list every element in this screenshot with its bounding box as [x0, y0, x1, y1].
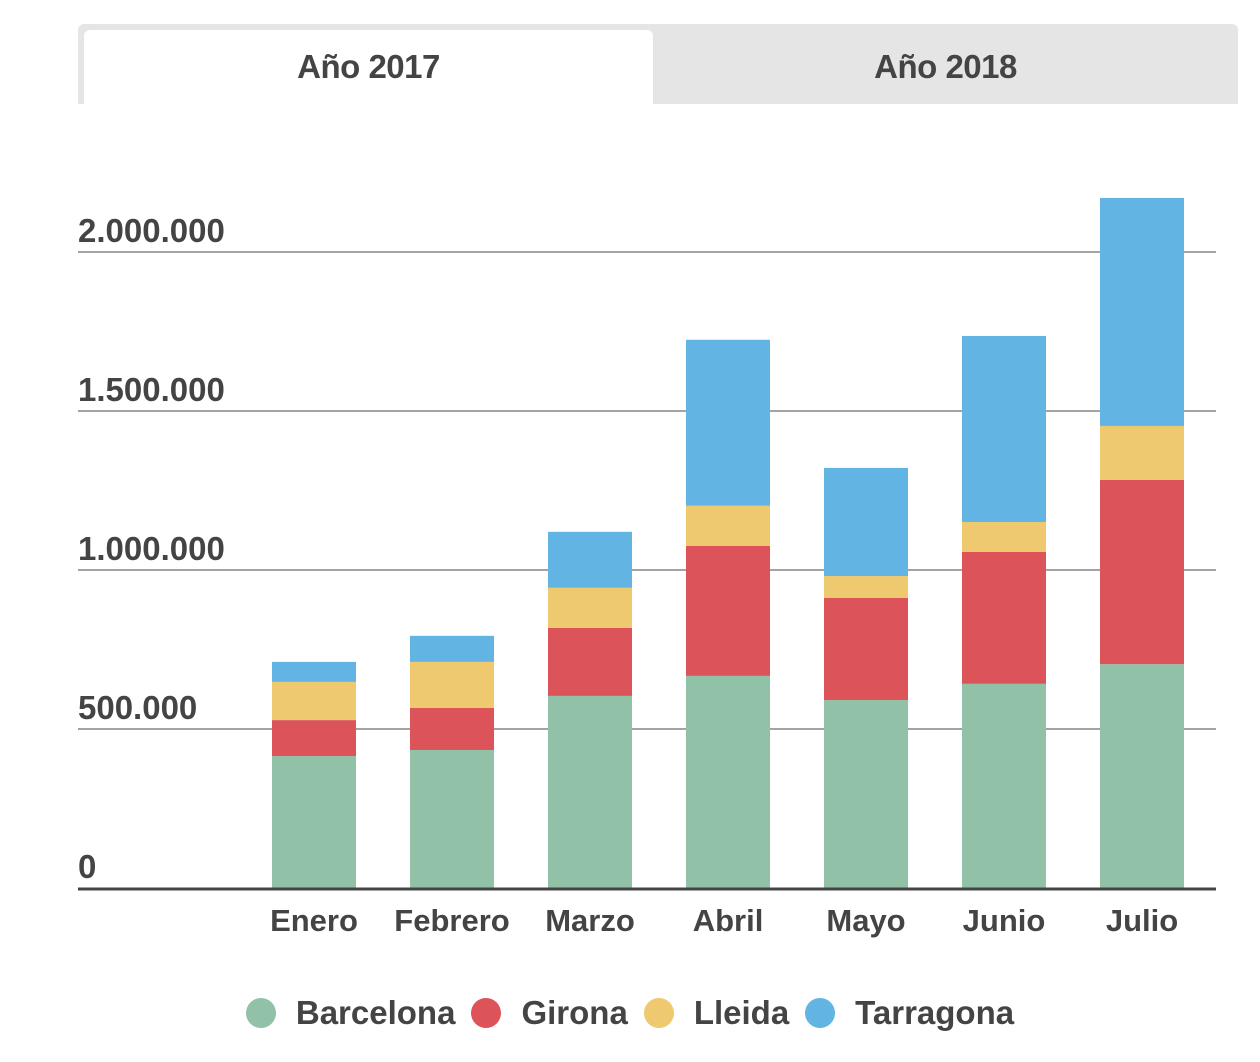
stacked-bar-chart: 0 500.000 1.000.000 1.500.000 2.000.000 Ener…: [78, 197, 1216, 938]
legend-label: Tarragona: [855, 994, 1015, 1031]
legend-item-girona[interactable]: Girona: [471, 994, 628, 1032]
bar-barcelona-mayo[interactable]: [824, 700, 908, 888]
bar-tarragona-junio[interactable]: [962, 335, 1046, 522]
bar-tarragona-mayo[interactable]: [824, 467, 908, 577]
bar-lleida-marzo[interactable]: [548, 587, 632, 628]
y-axis-ticks: 0 500.000 1.000.000 1.500.000 2.000.000: [78, 212, 225, 885]
bar-stack-mayo: [824, 467, 908, 888]
x-tick-label: Abril: [693, 903, 764, 938]
bar-lleida-julio[interactable]: [1100, 425, 1184, 481]
bar-girona-febrero[interactable]: [410, 708, 494, 750]
bar-barcelona-enero[interactable]: [272, 756, 356, 888]
bar-stack-junio: [962, 335, 1046, 888]
x-tick-label: Junio: [963, 903, 1046, 938]
x-tick-label: Enero: [270, 903, 358, 938]
x-axis-ticks: Enero Febrero Marzo Abril Mayo Junio Julio: [270, 903, 1178, 938]
x-tick-label: Febrero: [394, 903, 509, 938]
bar-girona-julio[interactable]: [1100, 480, 1184, 665]
x-tick-label: Julio: [1106, 903, 1178, 938]
bar-lleida-enero[interactable]: [272, 681, 356, 721]
x-tick-label: Mayo: [826, 903, 905, 938]
bar-stack-julio: [1100, 197, 1184, 888]
legend-swatch: [245, 998, 276, 1028]
y-tick-label: 1.000.000: [78, 530, 225, 567]
bar-girona-enero[interactable]: [272, 720, 356, 757]
tab-2017[interactable]: Año 2017: [84, 30, 653, 104]
legend-label: Lleida: [693, 994, 790, 1031]
y-tick-label: 2.000.000: [78, 212, 225, 249]
bar-lleida-febrero[interactable]: [410, 661, 494, 709]
legend-swatch: [471, 998, 502, 1028]
legend-item-tarragona[interactable]: Tarragona: [805, 994, 1014, 1032]
bar-tarragona-abril[interactable]: [686, 339, 770, 506]
bar-girona-abril[interactable]: [686, 545, 770, 676]
bar-barcelona-febrero[interactable]: [410, 749, 494, 888]
bar-girona-mayo[interactable]: [824, 597, 908, 701]
bar-stack-abril: [686, 339, 770, 888]
y-tick-label: 0: [78, 848, 96, 885]
y-tick-label: 500.000: [78, 689, 197, 726]
bar-barcelona-abril[interactable]: [686, 675, 770, 888]
bar-stack-febrero: [410, 635, 494, 888]
legend-label: Barcelona: [295, 994, 456, 1031]
legend-swatch: [805, 998, 836, 1028]
bar-girona-marzo[interactable]: [548, 627, 632, 696]
tab-2018[interactable]: Año 2018: [874, 48, 1017, 85]
legend-item-barcelona[interactable]: Barcelona: [245, 994, 456, 1032]
year-tab-bar: Año 2017 Año 2018: [78, 24, 1238, 104]
bar-stack-marzo: [548, 531, 632, 888]
bar-tarragona-febrero[interactable]: [410, 635, 494, 662]
bar-lleida-mayo[interactable]: [824, 576, 908, 598]
bar-lleida-abril[interactable]: [686, 505, 770, 546]
legend: Barcelona Girona Lleida Tarragona: [0, 994, 1260, 1032]
bar-barcelona-julio[interactable]: [1100, 664, 1184, 888]
y-tick-label: 1.500.000: [78, 371, 225, 408]
legend-item-lleida[interactable]: Lleida: [643, 994, 790, 1032]
bar-barcelona-marzo[interactable]: [548, 695, 632, 888]
bar-lleida-junio[interactable]: [962, 521, 1046, 552]
bar-stack-enero: [272, 661, 356, 888]
legend-label: Girona: [521, 994, 628, 1031]
bar-tarragona-julio[interactable]: [1100, 197, 1184, 426]
bar-tarragona-marzo[interactable]: [548, 531, 632, 588]
bars: [272, 197, 1184, 888]
bar-girona-junio[interactable]: [962, 551, 1046, 684]
legend-swatch: [643, 998, 674, 1028]
bar-tarragona-enero[interactable]: [272, 661, 356, 682]
bar-barcelona-junio[interactable]: [962, 683, 1046, 888]
x-tick-label: Marzo: [545, 903, 635, 938]
